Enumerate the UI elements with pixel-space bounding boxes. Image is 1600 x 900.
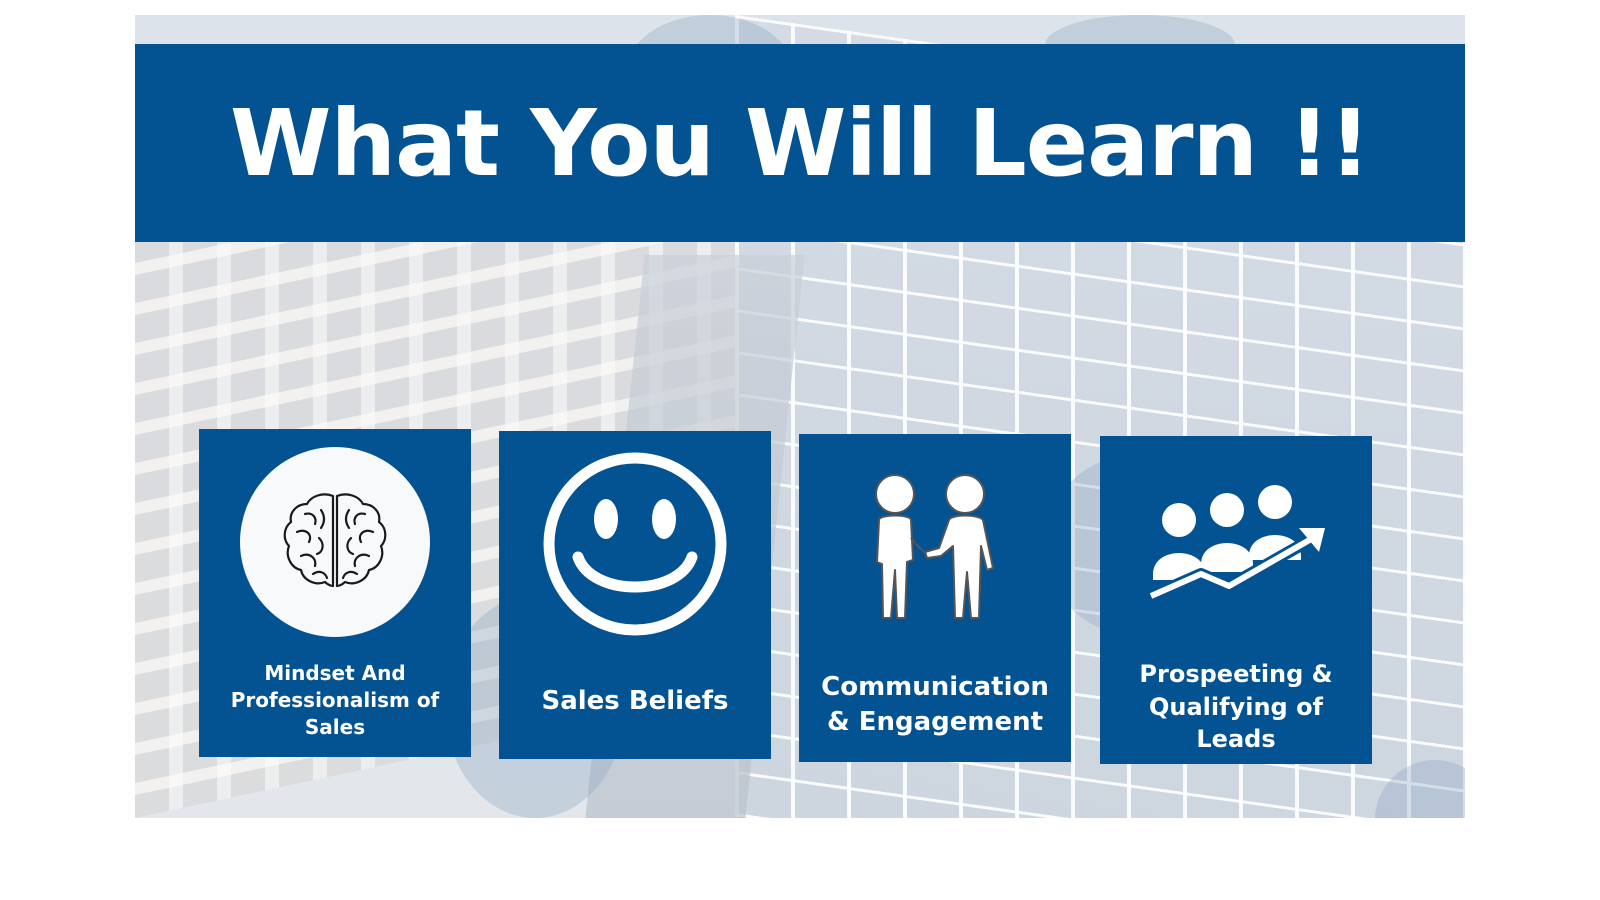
brain-icon (240, 447, 430, 637)
two-people-talking-icon (875, 474, 994, 619)
card-label: Sales Beliefs (541, 686, 729, 717)
card-prospecting: Prospeeting & Qualifying of Leads (1100, 436, 1372, 764)
card-label: Communication & Engagement (821, 671, 1049, 737)
card-communication: Communication & Engagement (799, 434, 1071, 762)
title-banner: What You Will Learn !! (135, 44, 1465, 242)
card-icon-area (799, 452, 1071, 642)
smiley-face-icon (543, 452, 727, 636)
group-growth-arrow-icon (1148, 485, 1325, 602)
card-label: Mindset And Professionalism of Sales (230, 660, 440, 739)
card-icon-area (199, 447, 471, 637)
page-title: What You Will Learn !! (230, 89, 1371, 197)
slide: What You Will Learn !! Mindset And Profe… (135, 15, 1465, 818)
card-label: Prospeeting & Qualifying of Leads (1139, 660, 1333, 754)
card-icon-area (499, 449, 771, 639)
card-icon-area (1100, 454, 1372, 644)
card-sales-beliefs: Sales Beliefs (499, 431, 771, 759)
card-mindset: Mindset And Professionalism of Sales (199, 429, 471, 757)
